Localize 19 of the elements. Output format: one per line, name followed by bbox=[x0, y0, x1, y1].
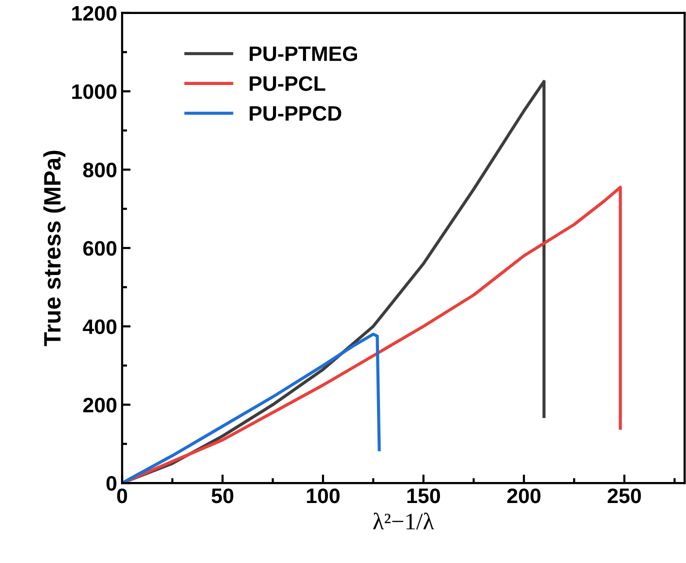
y-tick-label: 1200 bbox=[72, 6, 116, 21]
y-axis-title: True stress (MPa) bbox=[43, 150, 66, 346]
line-series bbox=[122, 332, 381, 484]
y-tick-label: 400 bbox=[82, 319, 116, 334]
legend-label: PU-PPCD bbox=[250, 106, 342, 121]
x-tick-label: 100 bbox=[306, 488, 340, 504]
x-axis-title: λ²−1/λ bbox=[373, 512, 434, 530]
x-tick-label: 150 bbox=[407, 488, 440, 504]
y-tick-label: 0 bbox=[106, 476, 116, 491]
y-tick-label: 200 bbox=[83, 398, 116, 412]
legend-label: PU-PTMEG bbox=[250, 46, 358, 62]
x-tick-label: 0 bbox=[117, 488, 128, 504]
y-tick-label: 800 bbox=[83, 162, 116, 178]
x-tick-label: 50 bbox=[212, 488, 234, 504]
y-tick-label: 1000 bbox=[72, 84, 116, 100]
x-tick-label: 200 bbox=[507, 488, 540, 504]
legend-label: PU-PCL bbox=[250, 76, 326, 91]
x-tick-label: 250 bbox=[608, 488, 641, 504]
y-tick-label: 600 bbox=[83, 241, 116, 256]
